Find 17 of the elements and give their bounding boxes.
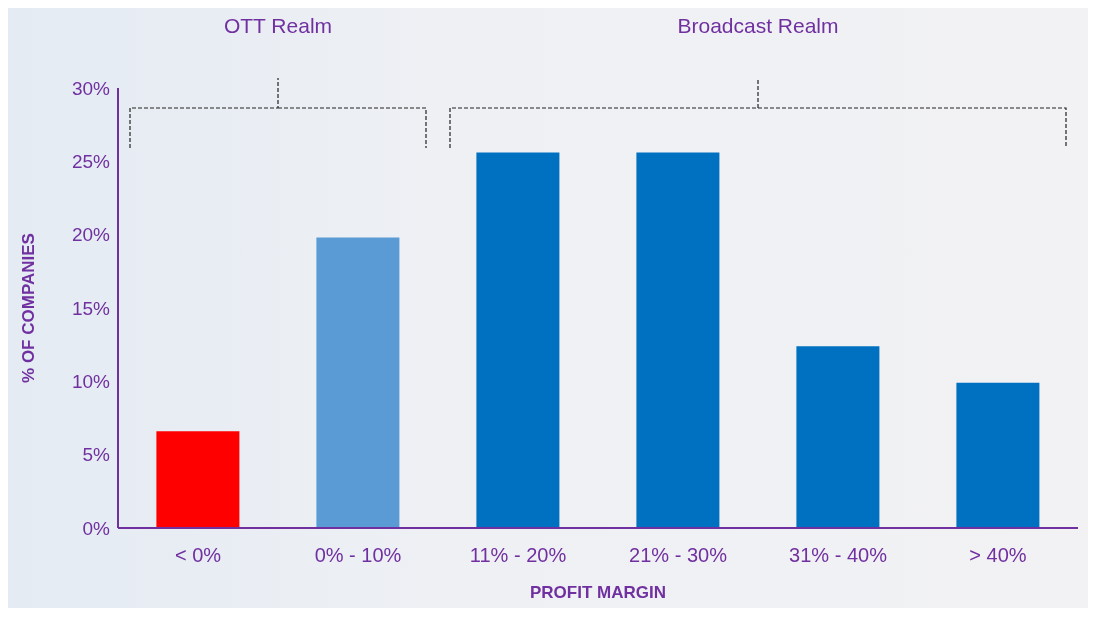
text: Broadcast Realm bbox=[677, 14, 839, 37]
y-tick-label: 0% bbox=[82, 517, 111, 539]
x-tick-label: < 0% bbox=[174, 544, 222, 567]
x-tick-label: 0% - 10% bbox=[314, 544, 402, 567]
text: OTT Realm bbox=[223, 14, 333, 37]
y-tick-label: 30% bbox=[71, 77, 111, 99]
y-axis-title: % OF COMPANIES bbox=[19, 233, 39, 383]
x-tick-label: 11% - 20% bbox=[469, 544, 567, 567]
x-tick-label: 31% - 40% bbox=[789, 544, 888, 567]
y-tick-label: 20% bbox=[71, 224, 111, 246]
x-tick-label: > 40% bbox=[969, 544, 1027, 567]
x-tick-label: 21% - 30% bbox=[629, 544, 728, 567]
x-axis-title: PROFIT MARGIN bbox=[530, 583, 666, 602]
y-tick-label: 5% bbox=[82, 444, 111, 466]
y-tick-label: 15% bbox=[71, 297, 111, 319]
y-tick-label: 10% bbox=[71, 371, 111, 393]
y-tick-label: 25% bbox=[71, 151, 111, 173]
